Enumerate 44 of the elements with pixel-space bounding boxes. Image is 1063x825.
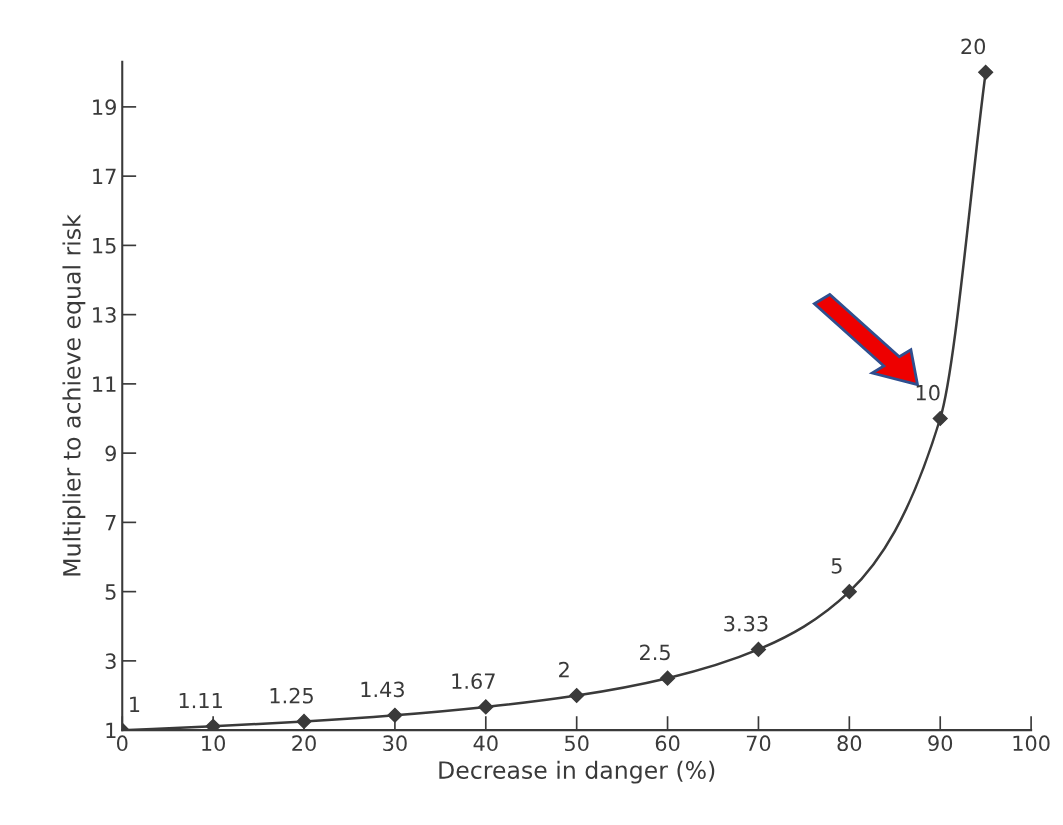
y-tick-label: 1	[106, 722, 116, 739]
x-tick-label: 70	[746, 735, 771, 752]
x-tick-label: 50	[565, 735, 589, 752]
point	[478, 699, 494, 715]
point	[659, 670, 676, 686]
y-tick-label: 19	[93, 99, 116, 116]
data-label: 1	[130, 696, 140, 712]
x-tick-label: 80	[837, 735, 862, 752]
point	[978, 64, 994, 80]
x-tick-label: 10	[202, 735, 225, 752]
x-tick-label: 0	[116, 735, 128, 752]
y-tick-label: 17	[93, 168, 116, 185]
x-tick-label: 30	[383, 735, 407, 752]
data-label: 20	[961, 38, 986, 55]
point	[932, 410, 948, 427]
point	[569, 687, 585, 704]
y-tick-label: 7	[105, 515, 116, 531]
point	[205, 718, 221, 731]
y-tick-label: 9	[105, 445, 116, 462]
x-tick-label: 20	[292, 735, 316, 752]
data-label: 1.43	[361, 681, 404, 698]
x-tick-label: 60	[655, 735, 680, 752]
data-label: 1.11	[179, 692, 222, 709]
data-label: 10	[916, 384, 940, 401]
data-label: 1.25	[270, 687, 313, 704]
data-label: 1.67	[452, 673, 495, 689]
point	[750, 641, 767, 658]
y-tick-label: 15	[93, 238, 116, 254]
y-tick-label: 3	[105, 653, 116, 670]
point	[841, 584, 857, 600]
point	[296, 713, 312, 730]
x-tick-label: 100	[1013, 735, 1050, 752]
x-tick-label: 90	[928, 735, 953, 752]
y-tick-label: 5	[105, 584, 116, 600]
data-label: 2	[559, 661, 569, 678]
y-axis-title: Multiplier to achieve equal risk	[62, 214, 86, 576]
y-tick-label: 11	[93, 376, 116, 392]
x-tick-label: 40	[473, 735, 498, 752]
data-label: 5	[831, 558, 842, 574]
y-tick-label: 13	[93, 307, 116, 323]
data-label: 2.5	[640, 644, 670, 661]
point	[387, 707, 403, 723]
data-label: 3.33	[724, 615, 768, 632]
x-axis-title: Decrease in danger (%)	[439, 760, 715, 784]
